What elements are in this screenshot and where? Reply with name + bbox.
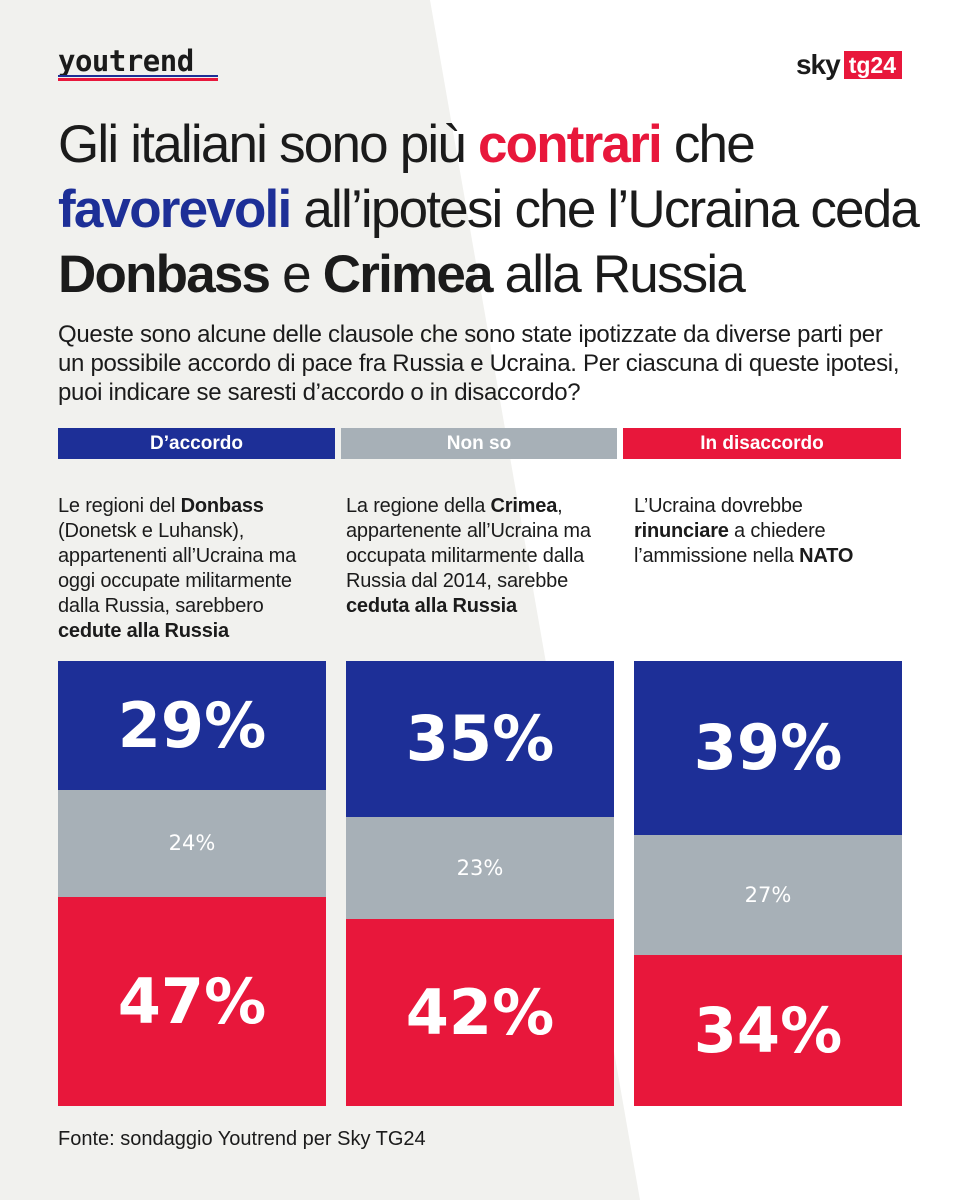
data-label: 24% [168,831,216,856]
data-label: 29% [117,689,267,763]
data-label: 39% [693,711,843,785]
title-favorevoli: favorevoli [58,180,292,239]
sky-wordmark: sky [795,49,841,80]
desc-bold: Donbass [180,495,264,517]
bar-segment-0: 35% [346,661,614,817]
bar-crimea: 35% 23% 42% [346,661,614,1106]
tg24-box: tg24 [843,51,902,79]
logo-underline-blue [58,75,218,77]
title-part: Gli italiani sono più [58,115,478,174]
bar-segment-0: 39% [634,661,902,835]
bar-segment-2: 34% [634,954,902,1106]
bar-segment-1: 24% [58,790,326,897]
description-nato: L’Ucraina dovrebbe rinunciare a chiedere… [634,494,899,569]
bar-segment-2: 47% [58,896,326,1106]
survey-question: Queste sono alcune delle clausole che so… [58,321,900,406]
bar-segment-2: 42% [346,919,614,1106]
page-title: Gli italiani sono più contrari che favor… [58,112,928,307]
title-contrari: contrari [477,115,663,174]
legend-in-disaccordo: In disaccordo [623,428,901,459]
data-label: 47% [117,964,267,1038]
legend-daccordo: D’accordo [58,428,335,459]
desc-bold: rinunciare [634,520,729,542]
bar-nato: 39% 27% 34% [634,661,902,1106]
title-part: alla Russia [491,245,746,304]
desc-text: La regione della [346,495,491,517]
title-part: e [269,245,323,304]
desc-text: a chiedere l’ammissione nella [634,520,826,567]
desc-bold: ceduta alla Russia [346,595,517,617]
data-label: 42% [405,976,555,1050]
bar-segment-0: 29% [58,661,326,791]
desc-text: , appartenente all’Ucraina ma occupata m… [346,495,591,592]
bar-segment-1: 27% [634,834,902,955]
desc-text: Le regioni del [58,495,181,517]
bar-segment-1: 23% [346,816,614,920]
description-donbass: Le regioni del Donbass (Donetsk e Luhans… [58,494,323,644]
desc-bold: Crimea [490,495,558,517]
data-label: 34% [693,993,843,1067]
title-crimea: Crimea [322,245,494,304]
desc-bold: NATO [799,545,854,567]
logo-underline-red [58,78,218,81]
legend-non-so: Non so [341,428,617,459]
skytg24-logo: sky tg24 [796,49,902,81]
source-note: Fonte: sondaggio Youtrend per Sky TG24 [58,1128,426,1150]
desc-text: (Donetsk e Luhansk), appartenenti all’Uc… [58,520,297,617]
data-label: 27% [744,882,792,907]
desc-bold: cedute alla Russia [58,620,229,642]
data-label: 35% [405,702,555,776]
bar-donbass: 29% 24% 47% [58,661,326,1106]
desc-text: L’Ucraina dovrebbe [634,495,803,517]
title-part: che [660,115,756,174]
data-label: 23% [456,855,504,880]
title-donbass: Donbass [58,245,271,304]
title-part: all’ipotesi che l’Ucraina ceda [290,180,920,239]
youtrend-logo: youtrend [58,44,194,78]
description-crimea: La regione della Crimea, appartenente al… [346,494,611,619]
